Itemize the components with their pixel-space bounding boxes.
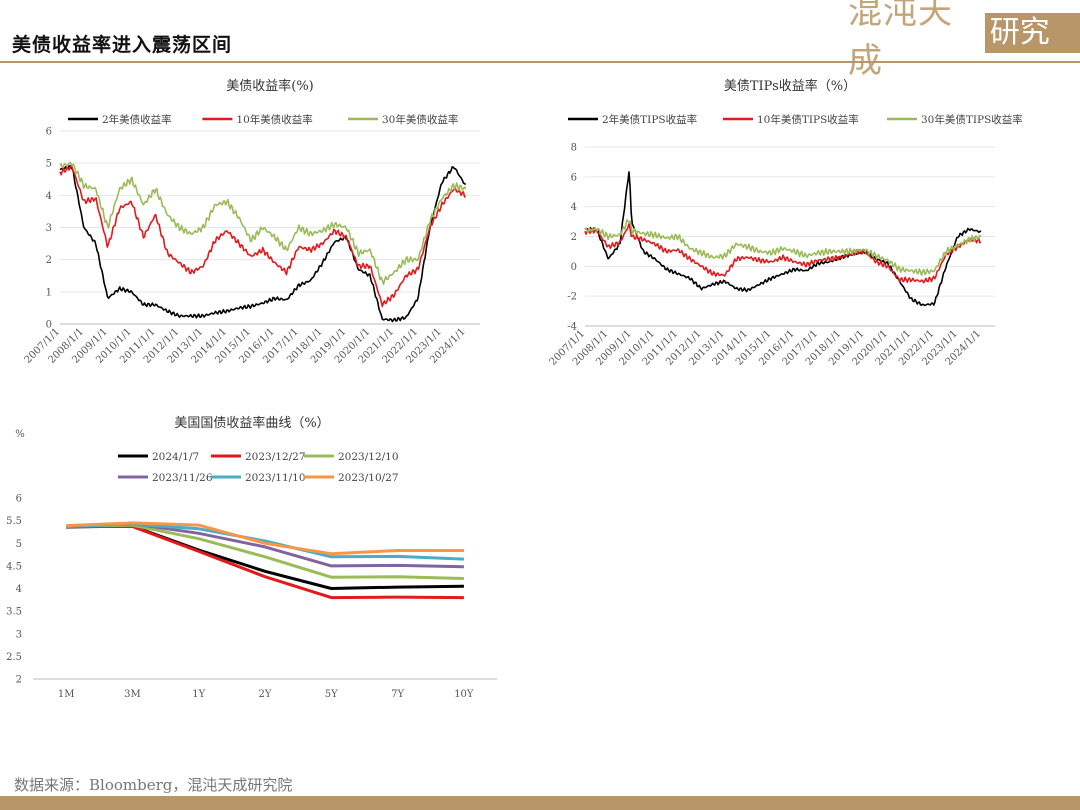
series-line-3 [584, 219, 982, 277]
x-tick-label: 10Y [454, 689, 474, 700]
x-tick-label: 1M [58, 689, 75, 700]
y-tick-label: 8 [571, 143, 577, 154]
chart-title: 美债TIPs收益率（%） [724, 78, 856, 94]
y-tick-label: 3 [46, 223, 52, 234]
curve-line-6 [66, 521, 464, 556]
legend-label: 2023/11/10 [245, 472, 306, 484]
y-tick-label: 3.5 [6, 607, 22, 618]
chart-title: 美国国债收益率曲线（%） [174, 415, 329, 431]
x-tick-label: 3M [124, 689, 141, 700]
y-tick-label: 6 [46, 127, 52, 138]
y-tick-label: 4 [16, 584, 22, 595]
y-tick-label: -4 [567, 322, 577, 333]
y-tick-label: 2.5 [6, 652, 22, 663]
legend-label: 2年美债TIPS收益率 [602, 113, 697, 126]
y-tick-label: 2 [16, 675, 22, 686]
legend-label: 2024/1/7 [152, 451, 199, 463]
page-title: 美债收益率进入震荡区间 [12, 34, 233, 56]
x-tick-label: 7Y [391, 689, 404, 700]
legend-label: 10年美债收益率 [236, 113, 312, 126]
series-line-2 [59, 164, 466, 308]
y-tick-label: 5 [16, 539, 22, 550]
x-tick-label: 1Y [192, 689, 205, 700]
curve-line-4 [66, 522, 464, 569]
legend-label: 2023/12/10 [338, 451, 399, 463]
legend-label: 2023/10/27 [338, 472, 399, 484]
chart-yield-curve: 美国国债收益率曲线（%）% 2024/1/7 2023/12/27 2023/12/1… [6, 415, 497, 700]
series-line-3 [59, 161, 467, 285]
legend-label: 10年美债TIPS收益率 [757, 113, 859, 126]
y-tick-label: 4.5 [6, 561, 22, 572]
series-line-1 [59, 165, 467, 323]
logo-box: 研究院 [984, 13, 1080, 88]
y-tick-label: 6 [16, 494, 22, 505]
y-tick-label: 6 [571, 172, 577, 183]
footer-bar [0, 796, 1080, 810]
logo: 混沌天成 研究院 [848, 0, 1080, 88]
source-note: 数据来源：Bloomberg，混沌天成研究院 [14, 776, 293, 794]
y-tick-label: 4 [46, 191, 52, 202]
y-tick-label: 2 [46, 255, 52, 266]
legend-label: 2023/11/26 [152, 472, 213, 484]
x-tick-label: 5Y [325, 689, 338, 700]
legend-label: 30年美债收益率 [382, 113, 458, 126]
legend-label: 2023/12/27 [245, 451, 306, 463]
y-tick-label: 2 [571, 232, 577, 243]
chart-treasury-yields: 美债收益率(%)2年美债收益率 10年美债收益率 30年美债收益率012345620… [23, 78, 480, 366]
y-tick-label: 3 [16, 629, 22, 640]
series-line-2 [584, 223, 982, 284]
y-tick-label: 0 [46, 320, 52, 331]
y-tick-label: 5.5 [6, 516, 22, 527]
y-tick-label: -2 [567, 292, 577, 303]
y-tick-label: 5 [46, 159, 52, 170]
y-tick-label: 4 [571, 202, 577, 213]
chart-title: 美债收益率(%) [226, 78, 314, 94]
legend-label: 2年美债收益率 [102, 113, 172, 126]
y-tick-label: 0 [571, 262, 577, 273]
series-line-1 [584, 171, 982, 307]
legend-label: 30年美债TIPS收益率 [921, 113, 1023, 126]
header-rule [0, 61, 1080, 63]
y-axis-label: % [15, 429, 25, 440]
curve-line-5 [66, 522, 464, 561]
x-tick-label: 2Y [259, 689, 272, 700]
chart-tips-yields: 美债TIPs收益率（%） 2年美债TIPS收益率 10年美债TIPS收益率 30年美债… [548, 78, 1023, 368]
y-tick-label: 1 [46, 287, 52, 298]
